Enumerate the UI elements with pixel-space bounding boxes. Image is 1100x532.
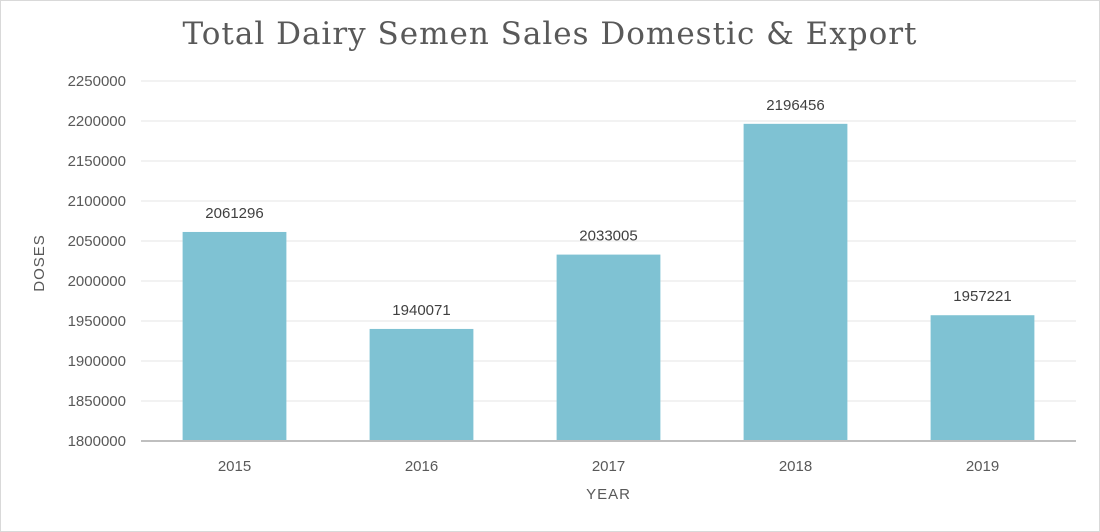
y-tick-label: 2200000 — [68, 113, 126, 130]
data-label-2019: 1957221 — [953, 288, 1011, 305]
x-axis-title: YEAR — [586, 486, 631, 503]
y-axis-title: DOSES — [31, 234, 48, 292]
y-tick-label: 2250000 — [68, 73, 126, 90]
y-tick-label: 1850000 — [68, 393, 126, 410]
y-tick-label: 2100000 — [68, 193, 126, 210]
data-label-2017: 2033005 — [579, 228, 637, 245]
bar-2015 — [182, 231, 287, 441]
data-label-2015: 2061296 — [205, 205, 263, 222]
bar-2017 — [556, 254, 661, 441]
x-axis-ticks: 2015 2016 2017 2018 2019 — [218, 458, 999, 475]
y-tick-label: 1800000 — [68, 433, 126, 450]
chart-title: Total Dairy Semen Sales Domestic & Expor… — [182, 16, 918, 52]
bar-2016 — [369, 328, 474, 441]
x-tick-label-2016: 2016 — [405, 458, 438, 475]
y-axis-ticks: 1800000 1850000 1900000 1950000 2000000 20500… — [68, 73, 126, 450]
x-tick-label-2018: 2018 — [779, 458, 812, 475]
y-tick-label: 2000000 — [68, 273, 126, 290]
data-label-2018: 2196456 — [766, 97, 824, 114]
bar-2018 — [743, 123, 848, 441]
data-labels: 2061296 1940071 2033005 2196456 1957221 — [205, 97, 1011, 319]
y-tick-label: 1900000 — [68, 353, 126, 370]
y-tick-label: 1950000 — [68, 313, 126, 330]
y-tick-label: 2150000 — [68, 153, 126, 170]
x-tick-label-2019: 2019 — [966, 458, 999, 475]
bar-2019 — [930, 315, 1035, 441]
x-tick-label-2017: 2017 — [592, 458, 625, 475]
x-tick-label-2015: 2015 — [218, 458, 251, 475]
bars — [182, 123, 1035, 441]
data-label-2016: 1940071 — [392, 302, 450, 319]
y-tick-label: 2050000 — [68, 233, 126, 250]
